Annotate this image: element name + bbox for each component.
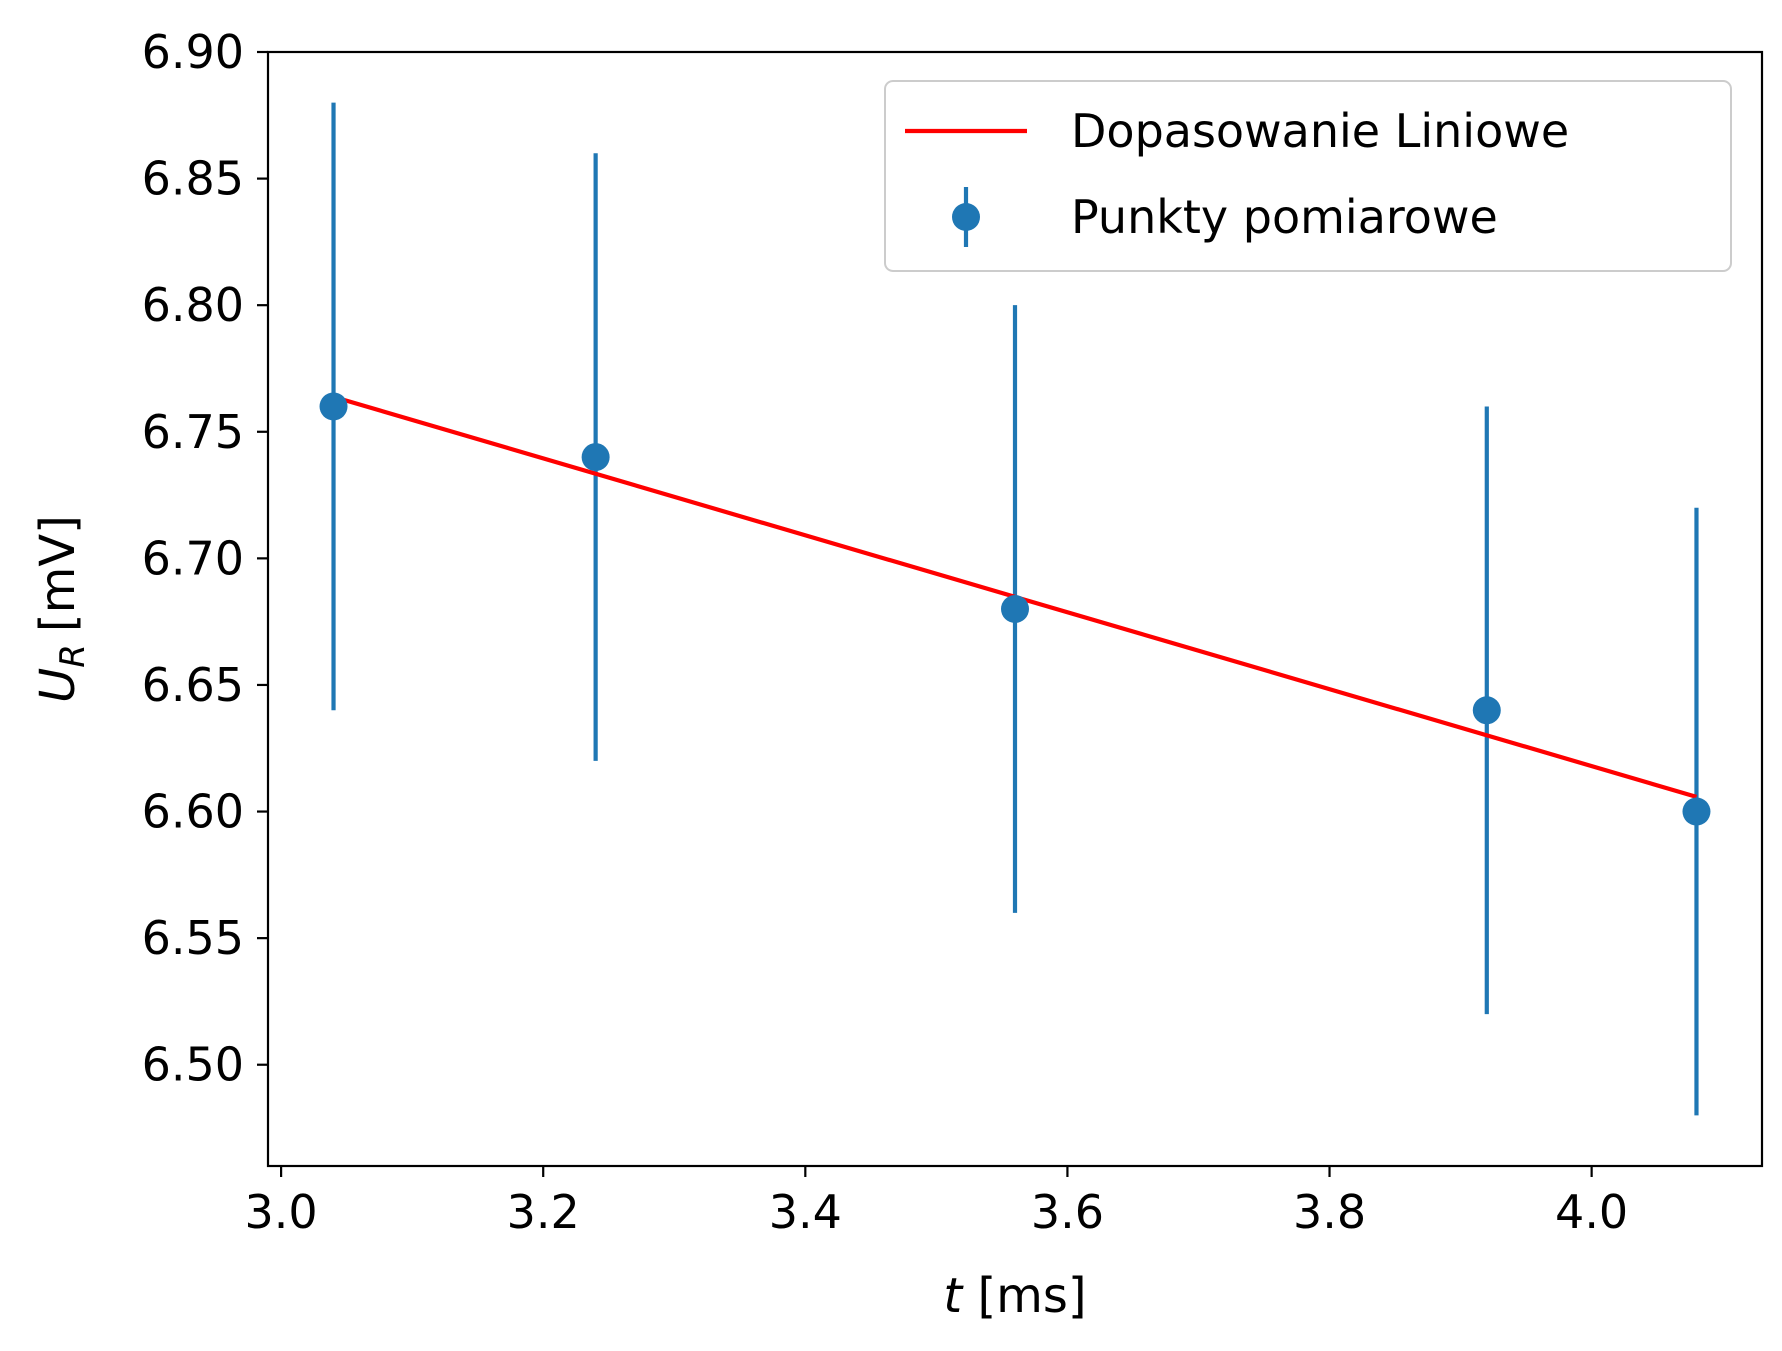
series-layer xyxy=(319,102,1711,1116)
y-tick-label: 6.75 xyxy=(142,405,244,459)
plot-frame xyxy=(266,50,1764,1168)
x-axis-variable: t xyxy=(943,1268,964,1324)
y-axis: 6.50 6.55 6.60 6.65 6.70 6.75 6.80 6.85 6.90 xyxy=(142,25,268,1092)
x-tick-label: 3.8 xyxy=(1293,1185,1366,1239)
data-point xyxy=(1001,595,1029,623)
data-point xyxy=(319,392,348,421)
data-point xyxy=(581,443,610,472)
legend-label: Punkty pomiarowe xyxy=(1071,190,1498,244)
y-tick-label: 6.60 xyxy=(142,785,244,839)
data-point xyxy=(1472,696,1501,725)
y-tick-label: 6.70 xyxy=(142,531,244,585)
x-axis: 3.0 3.2 3.4 3.6 3.8 4.0 xyxy=(245,1166,1628,1239)
y-tick-label: 6.90 xyxy=(142,25,244,79)
x-axis-unit: [ms] xyxy=(977,1268,1086,1324)
legend-items: Dopasowanie Liniowe Punkty pomiarowe xyxy=(905,104,1569,247)
legend-box xyxy=(884,80,1732,272)
y-axis-subscript: R xyxy=(53,644,93,668)
legend: Dopasowanie Liniowe Punkty pomiarowe xyxy=(884,80,1732,272)
y-tick-label: 6.85 xyxy=(142,152,244,206)
y-axis-title: UR [mV] xyxy=(30,515,93,703)
y-axis-unit: [mV] xyxy=(30,515,86,632)
y-tick-label: 6.65 xyxy=(142,658,244,712)
x-tick-label: 3.2 xyxy=(507,1185,580,1239)
y-axis-variable: U xyxy=(30,668,86,703)
data-point xyxy=(1682,797,1711,826)
y-tick-label: 6.50 xyxy=(142,1038,244,1092)
legend-label: Dopasowanie Liniowe xyxy=(1071,104,1569,158)
x-tick-label: 3.0 xyxy=(245,1185,318,1239)
x-axis-title: t [ms] xyxy=(943,1268,1086,1324)
y-tick-label: 6.55 xyxy=(142,911,244,965)
x-tick-label: 4.0 xyxy=(1555,1185,1628,1239)
y-tick-label: 6.80 xyxy=(142,278,244,332)
legend-marker-swatch xyxy=(952,203,980,231)
x-tick-label: 3.4 xyxy=(769,1185,842,1239)
x-tick-label: 3.6 xyxy=(1031,1185,1104,1239)
